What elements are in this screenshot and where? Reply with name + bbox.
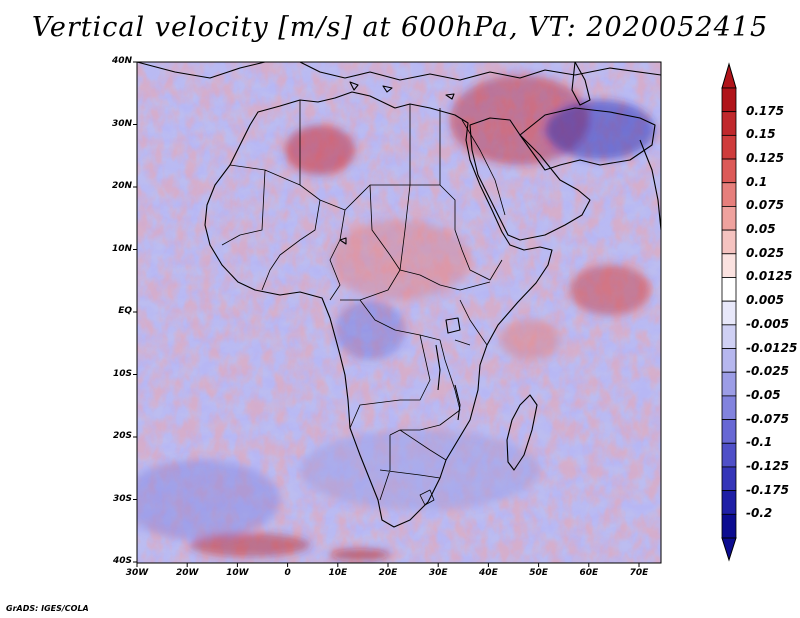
colorbar-box [721, 348, 737, 373]
colorbar-label: 0.175 [746, 103, 784, 118]
latitude-label: 30S [112, 493, 132, 504]
lake-chad [339, 237, 347, 245]
longitude-label: 70E [629, 568, 649, 578]
colorbar-box [721, 300, 737, 326]
colorbar-label: 0.05 [746, 222, 776, 237]
longitude-label: 30E [428, 568, 448, 578]
latitude-label: 40S [112, 556, 132, 566]
colorbar-box [721, 513, 737, 539]
colorbar-label: -0.175 [746, 482, 789, 497]
colorbar-box [721, 206, 737, 231]
lake-tanganyika [435, 344, 441, 391]
longitude-label: 0 [284, 568, 291, 578]
colorbar-box [721, 229, 737, 255]
caspian-sea [571, 61, 591, 106]
lake-malawi [454, 384, 461, 421]
colorbar-box [721, 490, 737, 515]
latitude-label: 20S [112, 431, 132, 441]
coastlines-and-borders [136, 61, 662, 528]
latitude-label: 10S [112, 368, 132, 379]
colorbar-box [721, 182, 737, 207]
iran-coastline [519, 107, 656, 171]
colorbar-box [721, 253, 737, 278]
colorbar-box [721, 111, 737, 136]
colorbar-label: 0.0125 [746, 269, 793, 284]
longitude-label: 20E [378, 568, 398, 578]
colorbar-box [721, 87, 737, 113]
latitude-label: 40N [111, 56, 132, 66]
longitude-label: 40E [479, 568, 498, 578]
colorbar-label: -0.025 [746, 364, 789, 379]
colorbar [721, 62, 737, 562]
colorbar-box [721, 442, 737, 468]
colorbar-label: 0.005 [746, 293, 784, 308]
colorbar-label: -0.075 [746, 411, 789, 426]
colorbar-label: 0.025 [746, 245, 784, 260]
colorbar-box [721, 324, 737, 349]
madagascar-coastline [506, 394, 538, 471]
longitude-label: 60E [579, 568, 599, 578]
mediterranean-islands [349, 81, 455, 100]
chart-title: Vertical velocity [m/s] at 600hPa, VT: 2… [31, 12, 769, 43]
africa-coastline [204, 91, 553, 528]
latitude-label: 20N [111, 181, 132, 191]
longitude-label: 10W [226, 568, 249, 578]
lesotho-border [419, 489, 435, 506]
credit-text: GrADS: IGES/COLA [6, 604, 89, 613]
colorbar-label: -0.2 [746, 506, 773, 521]
colorbar-label: 0.15 [746, 127, 776, 142]
colorbar-label: 0.1 [746, 174, 768, 189]
latitude-ticks [133, 61, 137, 563]
colorbar-box [721, 466, 737, 492]
colorbar-box [721, 371, 737, 397]
colorbar-label: -0.125 [746, 458, 789, 473]
colorbar-box [721, 277, 737, 302]
colorbar-box [721, 395, 737, 420]
colorbar-label: -0.0125 [746, 340, 798, 355]
latitude-label: 10N [111, 243, 132, 254]
longitude-label: 20W [175, 568, 199, 578]
colorbar-box [721, 419, 737, 444]
longitude-label: 30W [125, 568, 149, 578]
longitude-ticks [136, 563, 640, 567]
country-borders [221, 100, 503, 501]
india-coastline [639, 139, 662, 231]
colorbar-box [721, 134, 737, 160]
longitude-label: 10E [328, 568, 348, 578]
europe-coastline [136, 61, 662, 81]
colorbar-label: -0.005 [746, 316, 789, 331]
latitude-label: 30N [111, 118, 132, 129]
colorbar-label: -0.1 [746, 435, 773, 450]
arabia-coastline [469, 117, 591, 241]
red-sea-border [461, 119, 506, 216]
lake-victoria [445, 317, 461, 334]
latitude-label: EQ [118, 306, 132, 316]
colorbar-max-triangle [721, 62, 737, 89]
colorbar-label: 0.075 [746, 198, 784, 213]
colorbar-min-triangle [721, 537, 737, 562]
colorbar-label: 0.125 [746, 151, 784, 166]
colorbar-box [721, 158, 737, 184]
longitude-label: 50E [529, 568, 548, 578]
velocity-field [137, 62, 661, 563]
colorbar-label: -0.05 [746, 387, 781, 402]
